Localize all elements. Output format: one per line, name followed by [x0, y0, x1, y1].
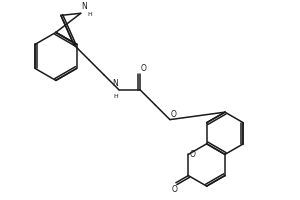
Text: O: O	[171, 110, 177, 119]
Text: N: N	[82, 2, 88, 11]
Text: O: O	[141, 64, 147, 73]
Text: N: N	[112, 79, 118, 88]
Text: O: O	[189, 150, 195, 159]
Text: H: H	[87, 12, 92, 17]
Text: O: O	[171, 185, 177, 194]
Text: H: H	[113, 94, 118, 99]
